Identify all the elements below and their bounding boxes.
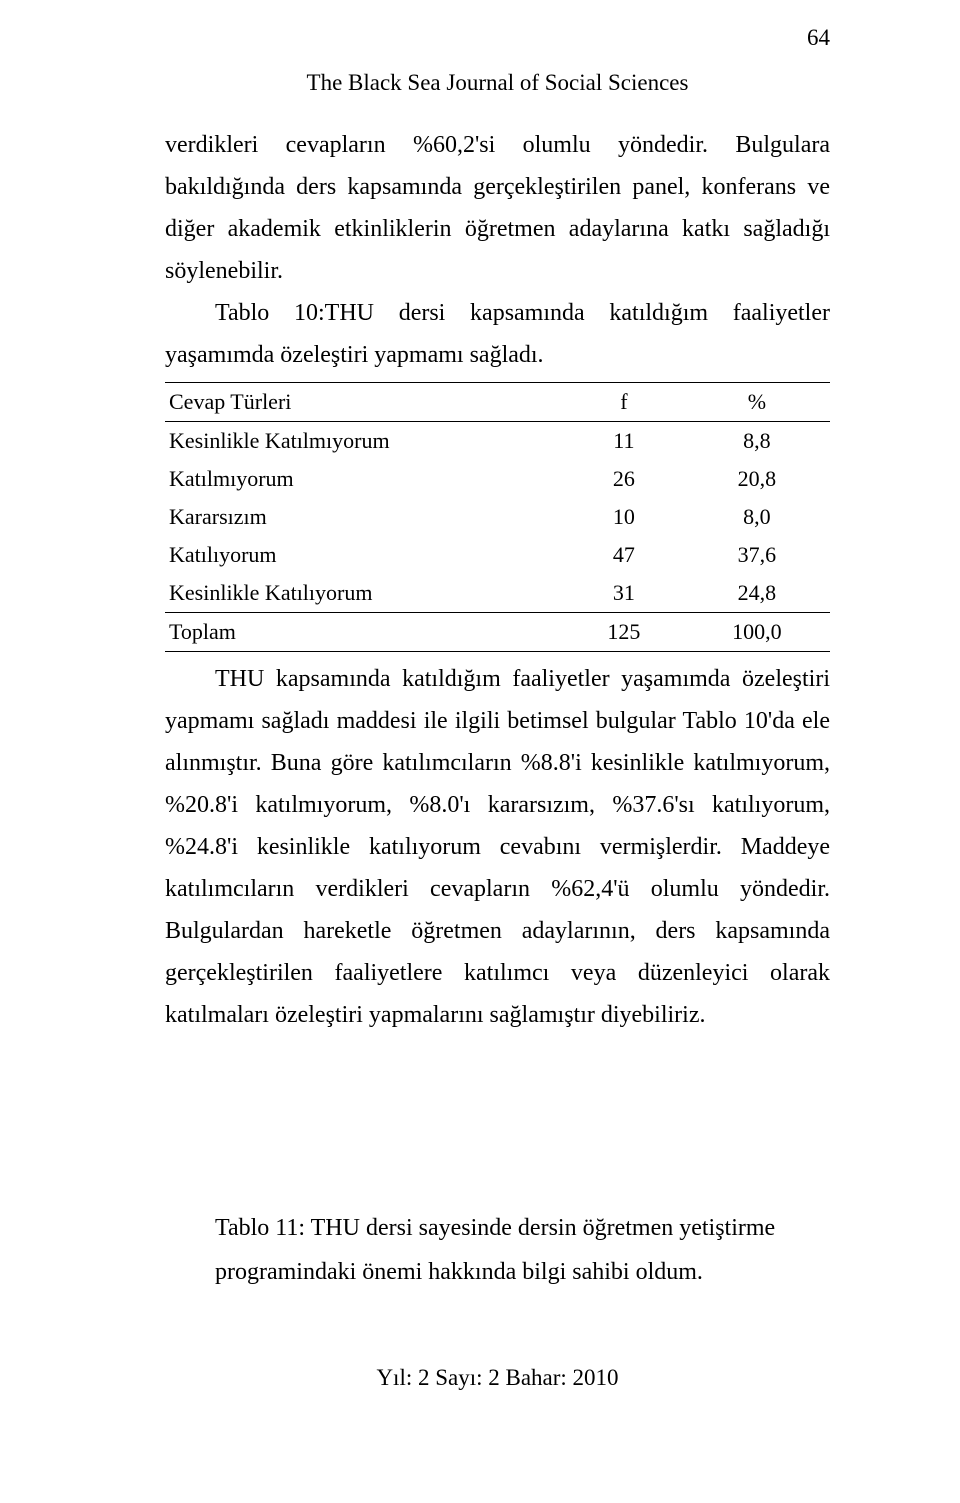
page-footer: Yıl: 2 Sayı: 2 Bahar: 2010: [165, 1365, 830, 1391]
col-header-f: f: [564, 383, 684, 422]
cell-f: 26: [564, 460, 684, 498]
cell-f: 11: [564, 422, 684, 461]
table-row: Kararsızım 10 8,0: [165, 498, 830, 536]
cell-percent: 8,0: [684, 498, 830, 536]
table-10: Cevap Türleri f % Kesinlikle Katılmıyoru…: [165, 382, 830, 652]
cell-percent: 24,8: [684, 574, 830, 613]
cell-label: Kesinlikle Katılmıyorum: [165, 422, 564, 461]
table-row: Kesinlikle Katılmıyorum 11 8,8: [165, 422, 830, 461]
cell-f: 10: [564, 498, 684, 536]
vertical-spacer: [165, 1036, 830, 1206]
cell-percent: 20,8: [684, 460, 830, 498]
journal-title: The Black Sea Journal of Social Sciences: [165, 70, 830, 96]
table-11-caption-line1: Tablo 11: THU dersi sayesinde dersin öğr…: [215, 1206, 830, 1250]
after-table-paragraph: THU kapsamında katıldığım faaliyetler ya…: [165, 658, 830, 1036]
cell-label: Katılmıyorum: [165, 460, 564, 498]
cell-total-percent: 100,0: [684, 613, 830, 652]
page-number: 64: [807, 25, 830, 51]
cell-total-f: 125: [564, 613, 684, 652]
table-header-row: Cevap Türleri f %: [165, 383, 830, 422]
table-10-caption: Tablo 10:THU dersi kapsamında katıldığım…: [165, 292, 830, 376]
col-header-percent: %: [684, 383, 830, 422]
cell-f: 31: [564, 574, 684, 613]
table-row: Kesinlikle Katılıyorum 31 24,8: [165, 574, 830, 613]
page-container: 64 The Black Sea Journal of Social Scien…: [0, 0, 960, 1451]
cell-label: Kesinlikle Katılıyorum: [165, 574, 564, 613]
cell-total-label: Toplam: [165, 613, 564, 652]
table-row: Katılmıyorum 26 20,8: [165, 460, 830, 498]
cell-f: 47: [564, 536, 684, 574]
cell-percent: 37,6: [684, 536, 830, 574]
intro-paragraph: verdikleri cevapların %60,2'si olumlu yö…: [165, 124, 830, 292]
table-total-row: Toplam 125 100,0: [165, 613, 830, 652]
table-row: Katılıyorum 47 37,6: [165, 536, 830, 574]
table-11-caption-line2: programindaki önemi hakkında bilgi sahib…: [215, 1250, 830, 1294]
cell-label: Kararsızım: [165, 498, 564, 536]
col-header-label: Cevap Türleri: [165, 383, 564, 422]
cell-label: Katılıyorum: [165, 536, 564, 574]
cell-percent: 8,8: [684, 422, 830, 461]
